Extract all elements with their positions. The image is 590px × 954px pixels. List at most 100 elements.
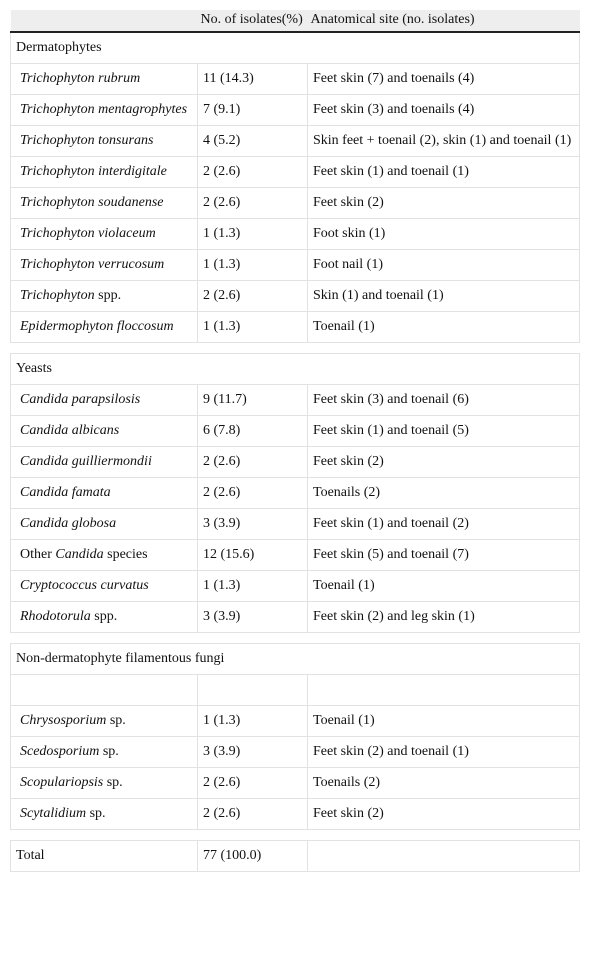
- header-cell: No. of isolates(%): [197, 10, 308, 33]
- site-cell: Feet skin (2): [307, 798, 580, 830]
- organism-cell: Candida parapsilosis: [10, 384, 198, 416]
- organism-name: Trichophyton: [20, 288, 95, 303]
- data-row: Trichophyton soudanense 2 (2.6) Feet skin …: [10, 187, 580, 219]
- organism-name: sp.: [109, 713, 126, 728]
- organism-cell: Trichophyton violaceum: [10, 218, 198, 250]
- organism-name: sp.: [106, 775, 123, 790]
- organism-name: sp.: [89, 806, 106, 821]
- section-title: Non-dermatophyte filamentous fungi: [10, 643, 580, 675]
- organism-name: Rhodotorula: [20, 609, 91, 624]
- section-title: Dermatophytes: [10, 31, 580, 64]
- organism-name: species: [107, 547, 148, 562]
- data-row: Candida albicans 6 (7.8) Feet skin (1) and…: [10, 415, 580, 447]
- spacer-row: [10, 342, 580, 354]
- organism-name: Trichophyton mentagrophytes: [20, 102, 188, 117]
- organism-cell: Scedosporium sp.: [10, 736, 198, 768]
- organism-name: Trichophyton tonsurans: [20, 133, 154, 148]
- organism-name: spp.: [94, 609, 118, 624]
- data-row: Trichophyton tonsurans 4 (5.2) Skin feet +…: [10, 125, 580, 157]
- site-cell: Feet skin (1) and toenail (5): [307, 415, 580, 447]
- organism-cell: Other Candida species: [10, 539, 198, 571]
- organism-cell: Candida albicans: [10, 415, 198, 447]
- data-row: Rhodotorula spp. 3 (3.9) Feet skin (2) and…: [10, 601, 580, 633]
- count-cell: 2 (2.6): [197, 767, 308, 799]
- organism-cell: Rhodotorula spp.: [10, 601, 198, 633]
- data-row: Candida guilliermondii 2 (2.6) Feet skin (…: [10, 446, 580, 478]
- count-cell: 2 (2.6): [197, 156, 308, 188]
- site-cell: Toenail (1): [307, 570, 580, 602]
- site-cell: Skin feet + toenail (2), skin (1) and to…: [307, 125, 580, 157]
- count-cell: 1 (1.3): [197, 705, 308, 737]
- organism-name: Candida globosa: [20, 516, 117, 531]
- data-row: Candida parapsilosis 9 (11.7) Feet skin (3…: [10, 384, 580, 416]
- organism-name: Trichophyton rubrum: [20, 71, 141, 86]
- site-cell: Feet skin (3) and toenails (4): [307, 94, 580, 126]
- organism-name: Candida: [55, 547, 104, 562]
- site-cell: Feet skin (5) and toenail (7): [307, 539, 580, 571]
- data-row: Scytalidium sp. 2 (2.6) Feet skin (2): [10, 798, 580, 830]
- total-row: Total 77 (100.0): [10, 840, 580, 872]
- organism-name: Cryptococcus curvatus: [20, 578, 149, 593]
- site-cell: Feet skin (1) and toenail (1): [307, 156, 580, 188]
- table-body: Dermatophytes Trichophyton rubrum 11 (14.3…: [10, 31, 580, 872]
- count-cell: 6 (7.8): [197, 415, 308, 447]
- data-row: Scedosporium sp. 3 (3.9) Feet skin (2) and…: [10, 736, 580, 768]
- organism-name: Scopulariopsis: [20, 775, 104, 790]
- data-row: Chrysosporium sp. 1 (1.3) Toenail (1): [10, 705, 580, 737]
- organism-name: spp.: [98, 288, 122, 303]
- organism-name: Chrysosporium: [20, 713, 107, 728]
- isolates-table: No. of isolates(%) Anatomical site (no. …: [10, 10, 580, 872]
- count-cell: 3 (3.9): [197, 508, 308, 540]
- blank-row: [10, 674, 580, 706]
- count-cell: 2 (2.6): [197, 798, 308, 830]
- data-row: Trichophyton spp. 2 (2.6) Skin (1) and toe…: [10, 280, 580, 312]
- total-count: 77 (100.0): [197, 840, 308, 872]
- count-cell: 7 (9.1): [197, 94, 308, 126]
- data-row: Cryptococcus curvatus 1 (1.3) Toenail (1): [10, 570, 580, 602]
- section-title: Yeasts: [10, 353, 580, 385]
- blank-cell: [307, 674, 580, 706]
- site-cell: Feet skin (3) and toenail (6): [307, 384, 580, 416]
- count-cell: 1 (1.3): [197, 249, 308, 281]
- organism-cell: Trichophyton spp.: [10, 280, 198, 312]
- section-row: Non-dermatophyte filamentous fungi: [10, 643, 580, 675]
- header-cell: Anatomical site (no. isolates): [307, 10, 580, 33]
- organism-cell: Candida famata: [10, 477, 198, 509]
- organism-name: Epidermophyton floccosum: [20, 319, 174, 334]
- site-cell: Feet skin (2) and toenail (1): [307, 736, 580, 768]
- site-cell: Feet skin (7) and toenails (4): [307, 63, 580, 95]
- header-cell: [10, 10, 198, 33]
- organism-cell: Cryptococcus curvatus: [10, 570, 198, 602]
- data-row: Trichophyton interdigitale 2 (2.6) Feet sk…: [10, 156, 580, 188]
- data-row: Trichophyton verrucosum 1 (1.3) Foot nail …: [10, 249, 580, 281]
- count-cell: 1 (1.3): [197, 570, 308, 602]
- organism-cell: Scopulariopsis sp.: [10, 767, 198, 799]
- data-row: Other Candida species 12 (15.6) Feet skin …: [10, 539, 580, 571]
- count-cell: 1 (1.3): [197, 311, 308, 343]
- organism-cell: Trichophyton rubrum: [10, 63, 198, 95]
- site-cell: Feet skin (2): [307, 446, 580, 478]
- organism-cell: Chrysosporium sp.: [10, 705, 198, 737]
- data-row: Candida globosa 3 (3.9) Feet skin (1) and …: [10, 508, 580, 540]
- site-cell: Feet skin (1) and toenail (2): [307, 508, 580, 540]
- organism-cell: Trichophyton verrucosum: [10, 249, 198, 281]
- total-label: Total: [10, 840, 198, 872]
- organism-name: Other: [20, 547, 52, 562]
- organism-name: Candida famata: [20, 485, 111, 500]
- organism-name: Scytalidium: [20, 806, 87, 821]
- organism-cell: Candida globosa: [10, 508, 198, 540]
- count-cell: 12 (15.6): [197, 539, 308, 571]
- organism-name: Trichophyton soudanense: [20, 195, 164, 210]
- organism-name: Trichophyton violaceum: [20, 226, 156, 241]
- count-cell: 11 (14.3): [197, 63, 308, 95]
- organism-cell: Trichophyton soudanense: [10, 187, 198, 219]
- data-row: Candida famata 2 (2.6) Toenails (2): [10, 477, 580, 509]
- spacer-cell: [10, 632, 580, 644]
- total-site: [307, 840, 580, 872]
- organism-cell: Trichophyton tonsurans: [10, 125, 198, 157]
- data-row: Scopulariopsis sp. 2 (2.6) Toenails (2): [10, 767, 580, 799]
- organism-name: Scedosporium: [20, 744, 100, 759]
- organism-cell: Trichophyton interdigitale: [10, 156, 198, 188]
- spacer-cell: [10, 829, 580, 841]
